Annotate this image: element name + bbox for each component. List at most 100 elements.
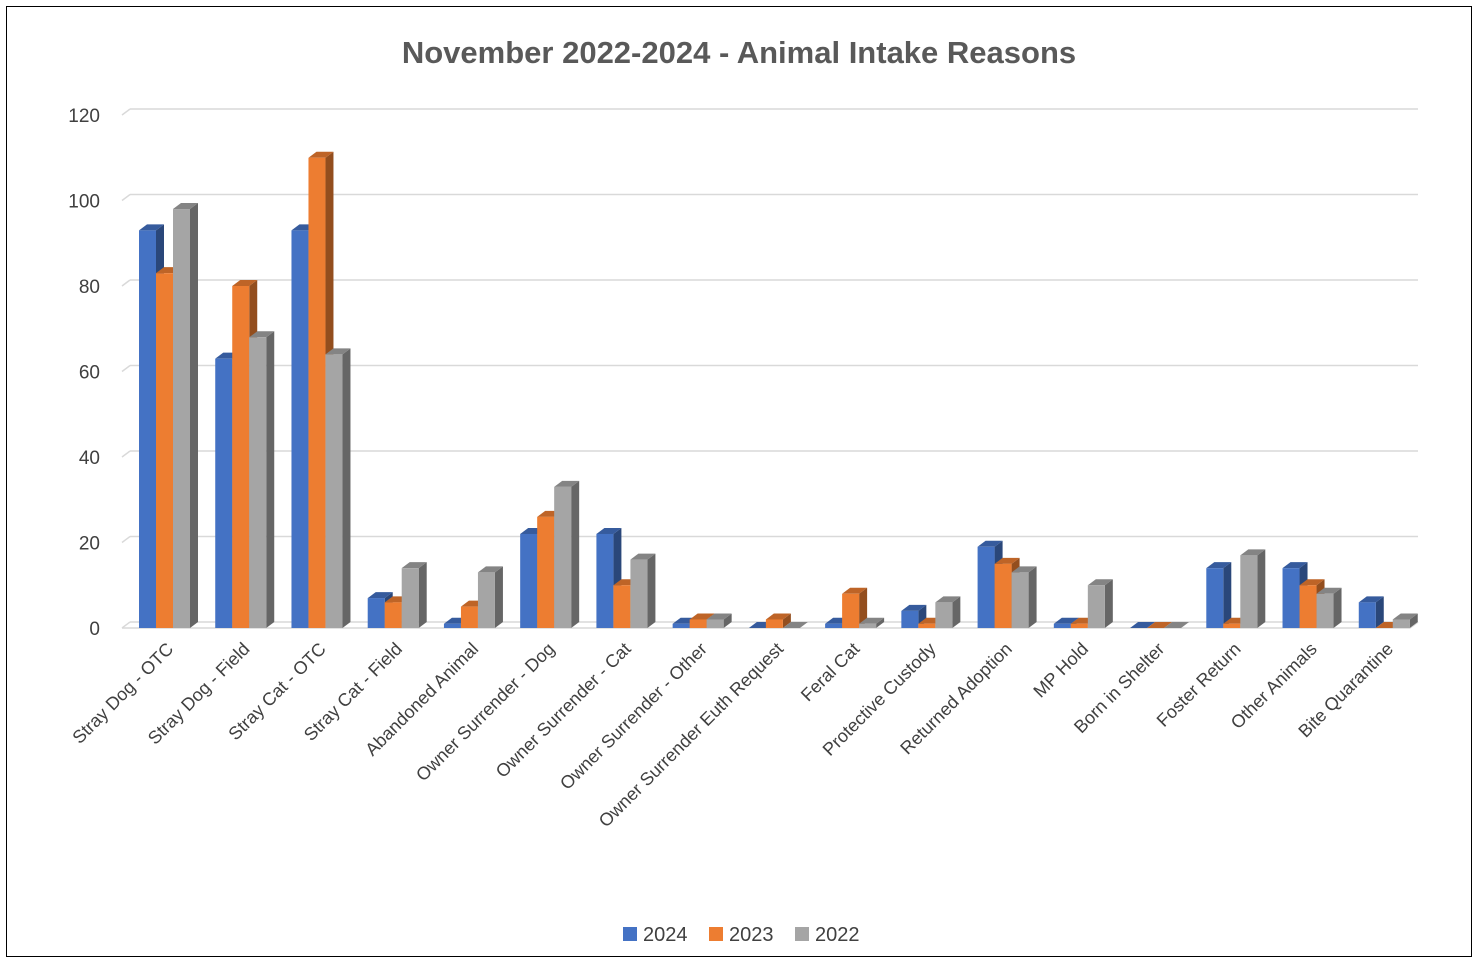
bar-front [554,486,572,628]
bar-front [308,157,326,628]
bar-2024 [1130,622,1156,628]
bar-2023 [765,613,791,628]
bar-top [689,613,715,620]
y-tick-label: 0 [89,619,100,640]
bar-top [139,224,164,231]
bar-top [1282,562,1308,569]
bar-front [1282,568,1300,628]
bar-front [156,273,173,628]
bar-top [630,553,656,560]
bar-front [1316,593,1334,628]
legend-item: 2023 [709,924,774,946]
y-tick-label: 60 [79,363,100,384]
legend-item: 2024 [623,924,688,946]
bar-side [1257,549,1266,628]
bar-front [765,619,783,628]
bar-front [1087,585,1105,628]
bar-2022 [782,622,808,628]
bar-top [842,587,868,594]
legend-label: 2024 [643,924,688,946]
bar-front [935,602,953,628]
gridline-connector [121,364,131,373]
bar-front [901,610,919,628]
bar-front [1358,602,1376,628]
bar-front [291,230,309,629]
legend: 2024 2023 2022 [623,924,860,946]
bar-front [630,559,648,628]
bar-front [706,619,724,628]
x-tick-label: Feral Cat [797,639,863,705]
bar-top [782,622,808,628]
legend-item: 2022 [795,924,860,946]
bar-top [367,592,393,599]
bar-front [689,619,707,628]
bar-top [765,613,791,620]
bar-top [1147,622,1173,628]
bar-side [723,613,732,628]
bar-2024 [1358,596,1384,628]
bar-top [1011,566,1037,573]
legend-swatch [709,927,723,941]
bar-top [1206,562,1232,569]
chart-title: November 2022-2024 - Animal Intake Reaso… [402,35,1076,70]
bar-2022 [935,596,961,628]
bar-front [443,623,461,628]
bar-front [384,602,402,628]
bar-2022 [173,203,198,629]
bar-top [1087,579,1113,586]
bar-top [325,348,351,355]
bar-front [859,623,877,628]
bar-front [1206,568,1224,628]
bar-2022 [1316,587,1342,628]
bar-top [1392,613,1418,620]
bar-side [859,587,868,628]
bar-2022 [1392,613,1418,628]
gridline-connector [121,450,131,458]
y-tick-label: 120 [68,106,100,127]
bar-2022 [325,348,351,628]
bar-front [173,209,190,629]
legend-swatch [623,927,637,941]
bar-2022 [477,566,503,628]
y-tick-label: 100 [68,192,100,213]
bar-top [401,562,427,569]
bar-top [554,480,580,487]
bar-2022 [859,617,885,628]
bar-top [935,596,961,603]
bar-2023 [1147,622,1173,628]
x-tick-label: Owner Surrender - Cat [492,639,635,782]
legend-label: 2022 [815,924,860,946]
bar-front [232,286,250,628]
bar-2022 [706,613,732,628]
bar-2022 [554,480,580,628]
bar-top [308,151,334,158]
bar-front [842,593,860,628]
gridline-connector [121,108,131,116]
bar-front [977,546,995,628]
bar-top [1240,549,1266,556]
bar-front [367,598,385,628]
bar-side [1375,596,1384,628]
bar-top [232,280,258,286]
bar-2022 [401,562,427,628]
bar-side [1028,566,1037,628]
bar-front [325,354,343,628]
bar-top [1164,622,1190,628]
bar-top [173,203,198,210]
bar-top [477,566,503,573]
bar-front [215,358,233,628]
bar-2022 [1087,579,1113,628]
x-tick-label: Owner Surrender - Other [556,639,711,794]
bar-front [1240,555,1258,628]
bar-front [825,623,843,628]
y-axis-ticks: 0 20 40 60 80 100 120 [68,106,100,640]
bar-side [952,596,961,628]
bar-top [977,540,1003,547]
bar-2024 [1206,562,1232,628]
bar-side [342,348,351,628]
bar-front [537,516,555,628]
bar-side [494,566,503,628]
bar-2024 [901,604,927,628]
